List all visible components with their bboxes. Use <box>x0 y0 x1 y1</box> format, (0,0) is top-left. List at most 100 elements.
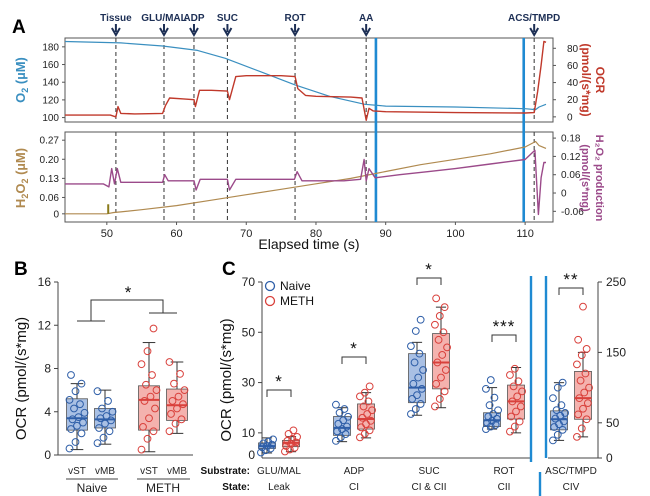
panel-c-meth-2-data-point <box>439 328 448 337</box>
injection-label: GLU/MAL <box>141 13 187 24</box>
panel-c-y-tick-label: 10 <box>242 426 256 440</box>
panel-b-box-1-data-point <box>107 416 115 425</box>
h2o2-prod-axis-title-line1: H₂O₂ production <box>593 135 605 222</box>
ocr-tick-label: 80 <box>567 44 579 55</box>
panel-b-box-2-data-point <box>143 434 152 443</box>
panel-c-meth-4-data-point <box>577 351 586 360</box>
panel-b-box-0-data-point <box>67 425 75 433</box>
panel-c-naive-2-data-point <box>410 358 419 367</box>
panel-b-box-1-data-point <box>93 439 102 448</box>
panel-c-meth-2-data-point <box>440 303 449 312</box>
ocr-axis-title-line1: OCR <box>593 67 607 94</box>
panel-c-significance-label: * <box>275 372 283 391</box>
panel-c-naive-0-data-point <box>269 435 277 444</box>
panel-b-box-2-data-point <box>137 445 146 454</box>
panel-b-box-3-data-point <box>179 400 187 409</box>
ocr-tick-label: 20 <box>567 95 579 106</box>
panel-c-naive-3-data-point <box>482 384 490 393</box>
panel-b-category-label: vMB <box>167 466 187 477</box>
panel-c-meth-3-data-point <box>513 392 522 401</box>
panel-c-meth-0-data-point <box>288 434 297 443</box>
legend-naive-label: Naive <box>280 279 311 293</box>
panel-c-naive-4-data-point <box>558 425 567 434</box>
panel-c-state-label: CIV <box>563 482 580 493</box>
panel-b-box-0-data-point <box>76 400 84 409</box>
o2-tick-label: 120 <box>42 95 59 106</box>
panel-c-meth-2-data-point <box>435 312 444 320</box>
panel-c-meth-4-data-point <box>577 424 586 433</box>
panel-c-significance-label: *** <box>493 317 516 336</box>
panel-c-naive-2-data-point <box>407 342 415 351</box>
panel-c-right-tick-label: 250 <box>606 275 626 289</box>
h2o2-tick-label: 0.27 <box>40 136 60 147</box>
panel-c-right-tick-label: 50 <box>606 416 620 430</box>
panel-c-naive-1-data-point <box>335 408 344 417</box>
panel-c-meth-1-data-point <box>356 392 364 401</box>
panel-b-box-0-data-point <box>70 404 78 413</box>
panel-c-meth-4-data-point <box>574 410 583 419</box>
panel-c-significance-bracket <box>491 334 517 342</box>
panel-c-significance-bracket <box>341 356 367 364</box>
panel-c-naive-2-data-point <box>411 327 420 335</box>
panel-c-significance-label: ** <box>563 270 578 289</box>
panel-b-y-tick-label: 4 <box>44 405 51 419</box>
panel-b-box-0-data-point <box>71 387 80 396</box>
panel-b-box-1-data-point <box>93 387 102 396</box>
injection-label: ADP <box>183 13 204 24</box>
panel-b-y-tick-label: 16 <box>38 275 52 289</box>
panel-b-boxplot: 0 4 8 12 16 OCR (pmol/(s*mg) vST vMB vST vMB Naive… <box>13 275 193 495</box>
panel-b-box-1-data-point <box>105 427 114 436</box>
o2-trace <box>64 40 547 111</box>
panel-c-meth-1-data-point <box>356 433 364 442</box>
panel-b-box-2-data-point <box>143 347 152 356</box>
panel-c-significance-label: * <box>350 339 358 358</box>
panel-b-box-0-data-point <box>74 413 83 422</box>
panel-c-right-tick-label: 0 <box>606 451 613 465</box>
panel-c-meth-4-data-point <box>580 388 589 397</box>
panel-c-state-label: CI & CII <box>411 482 446 493</box>
panel-c-meth-1-data-point <box>364 397 373 406</box>
injection-label: Tissue <box>100 13 132 24</box>
panel-b-box-2-data-point <box>142 380 150 389</box>
legend-meth-marker <box>264 295 276 307</box>
panel-b-box-3-data-point <box>180 386 189 395</box>
panel-c-naive-3-data-point <box>489 410 498 418</box>
panel-c-y-tick-label: 50 <box>242 325 256 339</box>
ocr-tick-label: 60 <box>567 61 579 72</box>
injection-label: ACS/TMPD <box>508 13 560 24</box>
panel-c-meth-4-data-point <box>576 376 585 385</box>
panel-b-box-1-data-point <box>104 397 112 405</box>
panel-c-meth-2-data-point <box>431 402 439 411</box>
x-tick-label: 70 <box>240 228 252 240</box>
legend-meth-label: METH <box>280 294 314 308</box>
panel-c-naive-4-data-point <box>549 436 557 445</box>
panel-a-bottom-frame <box>64 131 554 223</box>
panel-b-box-2-data-point <box>152 386 161 395</box>
panel-b-box-0-data-point <box>71 438 80 446</box>
row-label-state: State: <box>222 482 250 493</box>
injection-arrow-icon <box>361 24 372 38</box>
panel-b-box-3-data-point <box>170 379 178 388</box>
panel-b-y-tick-label: 12 <box>38 318 52 332</box>
panel-b-box-0-data-point <box>79 418 87 427</box>
h2o2-prod-tick-label: 0.06 <box>561 170 581 181</box>
panel-c-meth-2-data-point <box>434 335 443 344</box>
panel-c-naive-3-data-point <box>486 376 495 384</box>
h2o2-trace <box>65 140 547 215</box>
panel-c-naive-2-data-point <box>419 366 427 374</box>
panel-c-meth-3-data-point <box>515 417 524 426</box>
panel-c-meth-2-data-point <box>431 320 439 329</box>
panel-b-box-0-data-point <box>80 408 89 417</box>
panel-b-box-0-data-point <box>65 444 74 453</box>
panel-b-group-meth: METH <box>146 481 180 495</box>
panel-c-meth-1-data-point <box>360 429 369 438</box>
injection-arrow-icon <box>529 24 540 38</box>
o2-tick-label: 140 <box>42 78 59 89</box>
panel-c-naive-2-data-point <box>411 405 420 413</box>
panel-b-category-label: vMB <box>95 466 115 477</box>
panel-c-y-tick-label: 70 <box>242 275 256 289</box>
panel-b-significance-star: * <box>125 283 132 302</box>
panel-b-category-label: vST <box>140 466 158 477</box>
panel-c-substrate-label: ADP <box>344 466 365 477</box>
